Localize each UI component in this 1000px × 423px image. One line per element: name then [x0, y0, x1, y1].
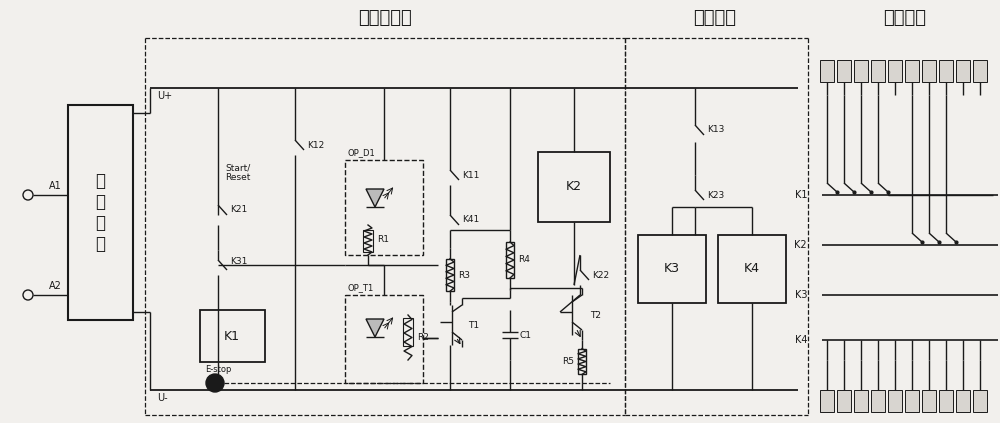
Bar — [837, 390, 851, 412]
Text: U+: U+ — [157, 91, 172, 101]
Bar — [871, 390, 885, 412]
Text: K1: K1 — [224, 330, 240, 343]
Bar — [363, 230, 373, 252]
Text: R5: R5 — [562, 357, 574, 366]
Text: U-: U- — [157, 393, 168, 403]
Bar — [854, 390, 868, 412]
Text: K21: K21 — [230, 206, 247, 214]
Bar — [68, 105, 133, 320]
Bar — [922, 60, 936, 82]
Bar — [922, 390, 936, 412]
Text: K41: K41 — [462, 215, 479, 225]
Polygon shape — [366, 319, 384, 337]
Text: R1: R1 — [377, 236, 389, 244]
Bar — [506, 242, 514, 278]
Text: R3: R3 — [458, 270, 470, 280]
Bar — [956, 60, 970, 82]
Text: 主控制模块: 主控制模块 — [358, 9, 412, 27]
Bar — [888, 390, 902, 412]
Bar — [718, 235, 786, 303]
Text: K3: K3 — [664, 263, 680, 275]
Text: K13: K13 — [707, 126, 724, 135]
Bar — [854, 60, 868, 82]
Text: K31: K31 — [230, 258, 247, 266]
Text: 电
源
模
块: 电 源 模 块 — [96, 172, 106, 253]
Text: OP_T1: OP_T1 — [347, 283, 373, 292]
Bar — [973, 390, 987, 412]
Bar — [973, 60, 987, 82]
Text: R2: R2 — [417, 333, 429, 343]
Text: R4: R4 — [518, 255, 530, 264]
Bar — [939, 390, 953, 412]
Bar — [905, 390, 919, 412]
Bar — [956, 390, 970, 412]
Text: C1: C1 — [520, 330, 532, 340]
Bar — [538, 152, 610, 222]
Text: K1: K1 — [794, 190, 807, 200]
Bar — [905, 60, 919, 82]
Bar — [871, 60, 885, 82]
Text: T2: T2 — [590, 310, 601, 319]
Text: K22: K22 — [592, 270, 609, 280]
Bar — [200, 310, 265, 362]
Bar — [638, 235, 706, 303]
Text: K2: K2 — [566, 181, 582, 193]
Bar — [403, 318, 413, 346]
Bar — [446, 259, 454, 291]
Text: A1: A1 — [49, 181, 61, 191]
Bar — [578, 349, 586, 374]
Text: K4: K4 — [744, 263, 760, 275]
Bar — [345, 295, 423, 383]
Bar — [837, 60, 851, 82]
Text: K12: K12 — [307, 140, 324, 149]
Bar — [345, 160, 423, 255]
Circle shape — [206, 374, 224, 392]
Bar — [888, 60, 902, 82]
Text: A2: A2 — [49, 281, 61, 291]
Text: Start/: Start/ — [225, 164, 250, 173]
Text: 扩展模块: 扩展模块 — [694, 9, 736, 27]
Text: Reset: Reset — [225, 173, 250, 182]
Bar — [939, 60, 953, 82]
Text: E-stop: E-stop — [205, 365, 231, 374]
Polygon shape — [366, 189, 384, 207]
Text: K11: K11 — [462, 170, 479, 179]
Bar — [820, 60, 834, 82]
Text: K2: K2 — [794, 240, 807, 250]
Text: OP_D1: OP_D1 — [347, 148, 375, 157]
Text: 输出模块: 输出模块 — [884, 9, 926, 27]
Text: T1: T1 — [468, 321, 479, 330]
Text: K23: K23 — [707, 190, 724, 200]
Bar — [820, 390, 834, 412]
Text: K4: K4 — [794, 335, 807, 345]
Text: K3: K3 — [794, 290, 807, 300]
